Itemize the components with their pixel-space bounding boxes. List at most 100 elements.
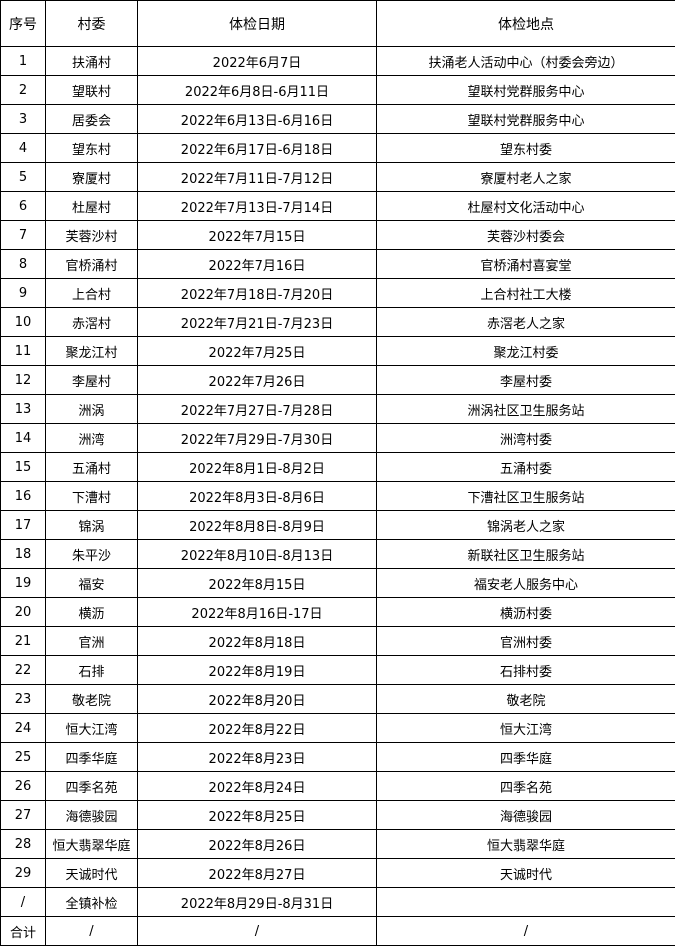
cell-location: 下漕社区卫生服务站 (376, 481, 675, 511)
cell-index: 15 (0, 452, 46, 482)
cell-village: 赤滘村 (45, 307, 138, 337)
cell-date: 2022年6月13日-6月16日 (137, 104, 377, 134)
cell-index: 13 (0, 394, 46, 424)
cell-date: 2022年8月18日 (137, 626, 377, 656)
cell-index: 25 (0, 742, 46, 772)
cell-location: 新联社区卫生服务站 (376, 539, 675, 569)
cell-index: 28 (0, 829, 46, 859)
cell-date: 2022年7月26日 (137, 365, 377, 395)
cell-date: 2022年8月20日 (137, 684, 377, 714)
cell-location: 芙蓉沙村委会 (376, 220, 675, 250)
cell-location: 锦涡老人之家 (376, 510, 675, 540)
cell-date: 2022年8月19日 (137, 655, 377, 685)
cell-date: 2022年7月15日 (137, 220, 377, 250)
table-row: 12 李屋村 2022年7月26日 李屋村委 (0, 365, 675, 395)
cell-date: 2022年8月27日 (137, 858, 377, 888)
cell-date: 2022年7月25日 (137, 336, 377, 366)
cell-location: 李屋村委 (376, 365, 675, 395)
cell-location: 洲湾村委 (376, 423, 675, 453)
cell-index: 24 (0, 713, 46, 743)
cell-date: 2022年8月10日-8月13日 (137, 539, 377, 569)
table-row: 19 福安 2022年8月15日 福安老人服务中心 (0, 568, 675, 598)
table-row: 21 官洲 2022年8月18日 官洲村委 (0, 626, 675, 656)
cell-index: 10 (0, 307, 46, 337)
table-row: 20 横沥 2022年8月16日-17日 横沥村委 (0, 597, 675, 627)
cell-location: 寮厦村老人之家 (376, 162, 675, 192)
cell-village: 洲湾 (45, 423, 138, 453)
cell-date: / (137, 916, 377, 946)
cell-location: 上合村社工大楼 (376, 278, 675, 308)
cell-location: 五涌村委 (376, 452, 675, 482)
cell-village: 官洲 (45, 626, 138, 656)
table-row: 28 恒大翡翠华庭 2022年8月26日 恒大翡翠华庭 (0, 829, 675, 859)
cell-village: 天诚时代 (45, 858, 138, 888)
cell-location: 赤滘老人之家 (376, 307, 675, 337)
cell-location: 天诚时代 (376, 858, 675, 888)
cell-village: 李屋村 (45, 365, 138, 395)
table-row: 22 石排 2022年8月19日 石排村委 (0, 655, 675, 685)
cell-index: 22 (0, 655, 46, 685)
table-row: 3 居委会 2022年6月13日-6月16日 望联村党群服务中心 (0, 104, 675, 134)
cell-date: 2022年6月8日-6月11日 (137, 75, 377, 105)
header-village: 村委 (45, 0, 138, 47)
cell-location: 海德骏园 (376, 800, 675, 830)
cell-index: 11 (0, 336, 46, 366)
cell-location (376, 887, 675, 917)
cell-location: 杜屋村文化活动中心 (376, 191, 675, 221)
table-row: 5 寮厦村 2022年7月11日-7月12日 寮厦村老人之家 (0, 162, 675, 192)
table-row: 10 赤滘村 2022年7月21日-7月23日 赤滘老人之家 (0, 307, 675, 337)
table-row: 16 下漕村 2022年8月3日-8月6日 下漕社区卫生服务站 (0, 481, 675, 511)
cell-date: 2022年8月3日-8月6日 (137, 481, 377, 511)
cell-date: 2022年7月29日-7月30日 (137, 423, 377, 453)
cell-index: 1 (0, 46, 46, 76)
cell-index: / (0, 887, 46, 917)
cell-index: 14 (0, 423, 46, 453)
cell-village: 恒大翡翠华庭 (45, 829, 138, 859)
table-row: 1 扶涌村 2022年6月7日 扶涌老人活动中心（村委会旁边） (0, 46, 675, 76)
cell-date: 2022年8月16日-17日 (137, 597, 377, 627)
cell-location: / (376, 916, 675, 946)
cell-location: 四季名苑 (376, 771, 675, 801)
table-row: 29 天诚时代 2022年8月27日 天诚时代 (0, 858, 675, 888)
cell-village: 恒大江湾 (45, 713, 138, 743)
cell-village: 朱平沙 (45, 539, 138, 569)
cell-index: 26 (0, 771, 46, 801)
cell-date: 2022年8月24日 (137, 771, 377, 801)
cell-location: 四季华庭 (376, 742, 675, 772)
cell-index: 8 (0, 249, 46, 279)
cell-village: 全镇补检 (45, 887, 138, 917)
cell-date: 2022年7月11日-7月12日 (137, 162, 377, 192)
cell-village: 洲涡 (45, 394, 138, 424)
cell-index: 21 (0, 626, 46, 656)
cell-location: 望联村党群服务中心 (376, 75, 675, 105)
table-row: 23 敬老院 2022年8月20日 敬老院 (0, 684, 675, 714)
cell-index: 19 (0, 568, 46, 598)
table-row: 17 锦涡 2022年8月8日-8月9日 锦涡老人之家 (0, 510, 675, 540)
cell-village: 望东村 (45, 133, 138, 163)
cell-village: 官桥涌村 (45, 249, 138, 279)
cell-date: 2022年8月15日 (137, 568, 377, 598)
cell-village: 芙蓉沙村 (45, 220, 138, 250)
table-row: 14 洲湾 2022年7月29日-7月30日 洲湾村委 (0, 423, 675, 453)
table-row: 6 杜屋村 2022年7月13日-7月14日 杜屋村文化活动中心 (0, 191, 675, 221)
cell-location: 福安老人服务中心 (376, 568, 675, 598)
cell-date: 2022年6月17日-6月18日 (137, 133, 377, 163)
cell-index: 20 (0, 597, 46, 627)
cell-location: 官桥涌村喜宴堂 (376, 249, 675, 279)
cell-date: 2022年7月21日-7月23日 (137, 307, 377, 337)
table-row: 27 海德骏园 2022年8月25日 海德骏园 (0, 800, 675, 830)
cell-village: 望联村 (45, 75, 138, 105)
table-row: 15 五涌村 2022年8月1日-8月2日 五涌村委 (0, 452, 675, 482)
cell-date: 2022年8月26日 (137, 829, 377, 859)
cell-index: 3 (0, 104, 46, 134)
table-row: / 全镇补检 2022年8月29日-8月31日 (0, 887, 675, 917)
cell-index: 16 (0, 481, 46, 511)
cell-location: 官洲村委 (376, 626, 675, 656)
cell-location: 横沥村委 (376, 597, 675, 627)
cell-index: 27 (0, 800, 46, 830)
cell-location: 聚龙江村委 (376, 336, 675, 366)
cell-date: 2022年6月7日 (137, 46, 377, 76)
cell-index: 合计 (0, 916, 46, 946)
cell-date: 2022年8月23日 (137, 742, 377, 772)
